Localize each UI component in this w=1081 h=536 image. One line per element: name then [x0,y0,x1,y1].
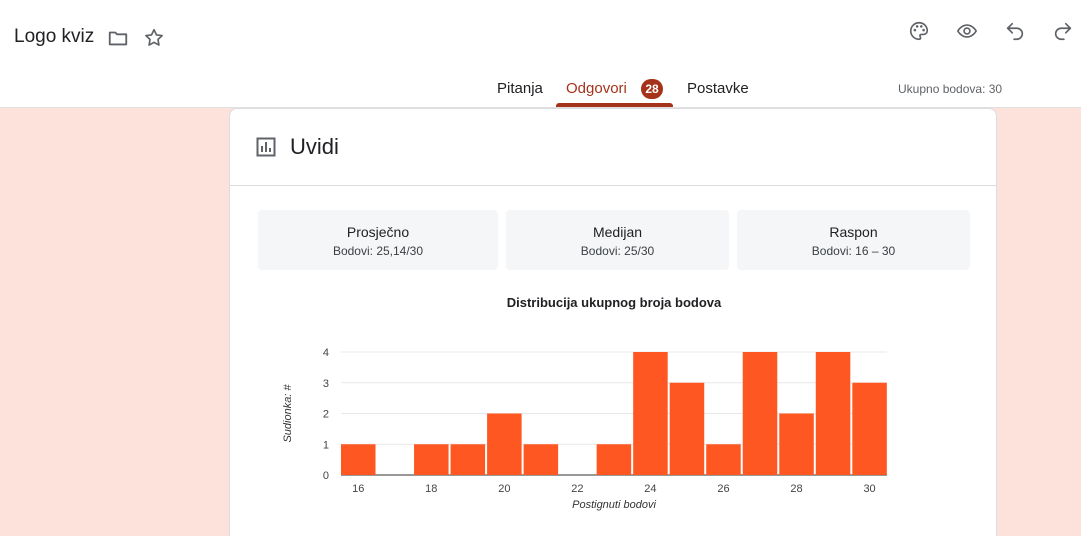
y-tick-label: 4 [323,347,329,359]
responses-count-badge: 28 [641,79,663,99]
tab-bar: Pitanja Odgovori Postavke [0,72,1081,108]
stat-range: Raspon Bodovi: 16 – 30 [737,210,970,270]
y-axis-label: Sudionka: # [282,384,294,443]
insights-header: Uvidi [230,109,996,186]
top-bar: Logo kviz Pitanja Odgovori Postavke 28 U… [0,0,1081,108]
tab-postavke[interactable]: Postavke [687,80,749,97]
y-tick-label: 2 [323,409,329,421]
form-title[interactable]: Logo kviz [14,26,95,47]
bar [596,444,632,475]
stat-median: Medijan Bodovi: 25/30 [506,210,729,270]
eye-icon[interactable] [954,18,980,44]
y-tick-label: 1 [323,439,329,451]
bar [852,382,887,475]
undo-icon[interactable] [1002,18,1028,44]
stat-range-title: Raspon [829,224,878,240]
bar [341,444,376,475]
x-tick-label: 28 [790,483,802,495]
bar [742,352,778,475]
stat-range-value: Bodovi: 16 – 30 [811,244,896,258]
insights-card: Uvidi Prosječno Bodovi: 25,14/30 Medijan… [229,108,997,536]
x-tick-label: 16 [352,483,364,495]
tab-odgovori[interactable]: Odgovori [566,80,627,97]
insights-title: Uvidi [290,134,339,159]
stat-average-value: Bodovi: 25,14/30 [332,244,424,258]
palette-icon[interactable] [906,18,932,44]
insights-chart-icon [256,137,276,157]
y-tick-label: 0 [323,470,329,482]
bar [487,413,522,475]
bar [450,444,486,475]
total-points: Ukupno bodova: 30 [898,82,1003,96]
bar [706,444,741,475]
score-distribution-chart: 0 1 2 3 4 16 18 20 22 24 26 28 30 Postignuti bodovi Su… [282,347,887,511]
bar [633,352,668,475]
tab-pitanja[interactable]: Pitanja [497,80,543,97]
x-tick-label: 22 [571,483,583,495]
x-tick-label: 18 [425,483,437,495]
bar [779,413,814,475]
x-tick-label: 30 [863,483,875,495]
redo-icon[interactable] [1050,18,1076,44]
bar [669,382,705,475]
bar [523,444,559,475]
folder-icon[interactable] [105,25,131,51]
stat-median-value: Bodovi: 25/30 [580,244,655,258]
stat-median-title: Medijan [592,224,643,240]
y-tick-label: 3 [323,378,329,390]
x-axis-label: Postignuti bodovi [572,499,656,511]
bar [414,444,449,475]
stat-average-title: Prosječno [346,224,410,240]
active-tab-indicator [556,103,673,107]
x-tick-label: 20 [498,483,510,495]
chart-title: Distribucija ukupnog broja bodova [506,295,722,310]
bar [815,352,851,475]
x-tick-label: 24 [644,483,656,495]
stat-average: Prosječno Bodovi: 25,14/30 [258,210,498,270]
x-tick-label: 26 [717,483,729,495]
star-icon[interactable] [141,25,167,51]
